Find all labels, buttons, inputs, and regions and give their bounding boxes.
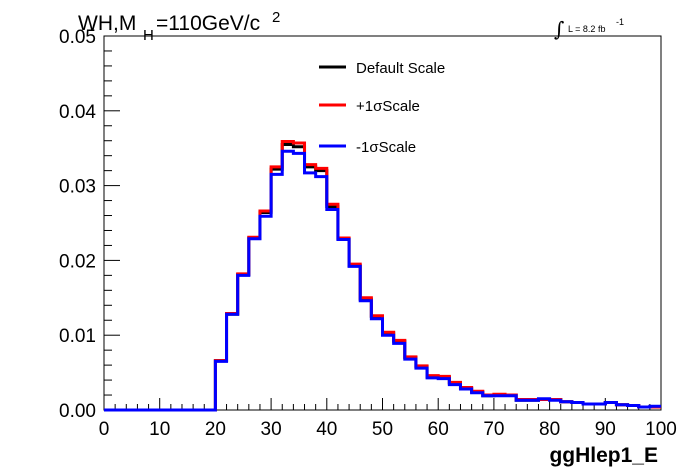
x-tick-label: 60 bbox=[428, 419, 449, 440]
y-tick-label: 0.04 bbox=[59, 102, 96, 123]
x-tick-label: 90 bbox=[595, 419, 616, 440]
series-layer bbox=[104, 139, 661, 412]
x-tick-label: 100 bbox=[645, 419, 677, 440]
x-tick-label: 50 bbox=[372, 419, 393, 440]
y-tick-label: 0.05 bbox=[59, 27, 96, 48]
x-tick-label: 10 bbox=[149, 419, 170, 440]
integral-symbol: ∫ bbox=[554, 17, 564, 41]
x-tick-label: 0 bbox=[99, 419, 110, 440]
x-tick-label: 40 bbox=[316, 419, 337, 440]
lumi-label: L = 8.2 fb bbox=[568, 24, 605, 34]
y-tick-label: 0.00 bbox=[59, 401, 96, 422]
chart-title-rest: =110GeV/c bbox=[156, 12, 260, 35]
y-tick-label: 0.01 bbox=[59, 326, 96, 347]
lumi-superscript: -1 bbox=[616, 17, 624, 27]
y-tick-label: 0.03 bbox=[59, 177, 96, 198]
series-line-2 bbox=[104, 149, 661, 412]
x-tick-label: 70 bbox=[483, 419, 504, 440]
axes: 0 10 20 30 40 50 60 70 80 90 100 0.00 0.01 0.02 0.03 0.… bbox=[59, 27, 677, 440]
legend-label-minus: -1σScale bbox=[356, 139, 416, 156]
legend-label-default: Default Scale bbox=[356, 60, 445, 77]
x-tick-label: 80 bbox=[539, 419, 560, 440]
x-axis-label: ggHlep1_E bbox=[549, 444, 658, 467]
y-tick-label: 0.02 bbox=[59, 251, 96, 272]
chart-title-main: WH,M bbox=[78, 12, 136, 35]
x-tick-label: 30 bbox=[261, 419, 282, 440]
legend: Default Scale +1σScale -1σScale bbox=[319, 60, 445, 156]
x-tick-label: 20 bbox=[205, 419, 226, 440]
chart-title-subscript: H bbox=[143, 27, 154, 44]
chart-title-superscript: 2 bbox=[272, 9, 280, 26]
legend-label-plus: +1σScale bbox=[356, 98, 420, 115]
